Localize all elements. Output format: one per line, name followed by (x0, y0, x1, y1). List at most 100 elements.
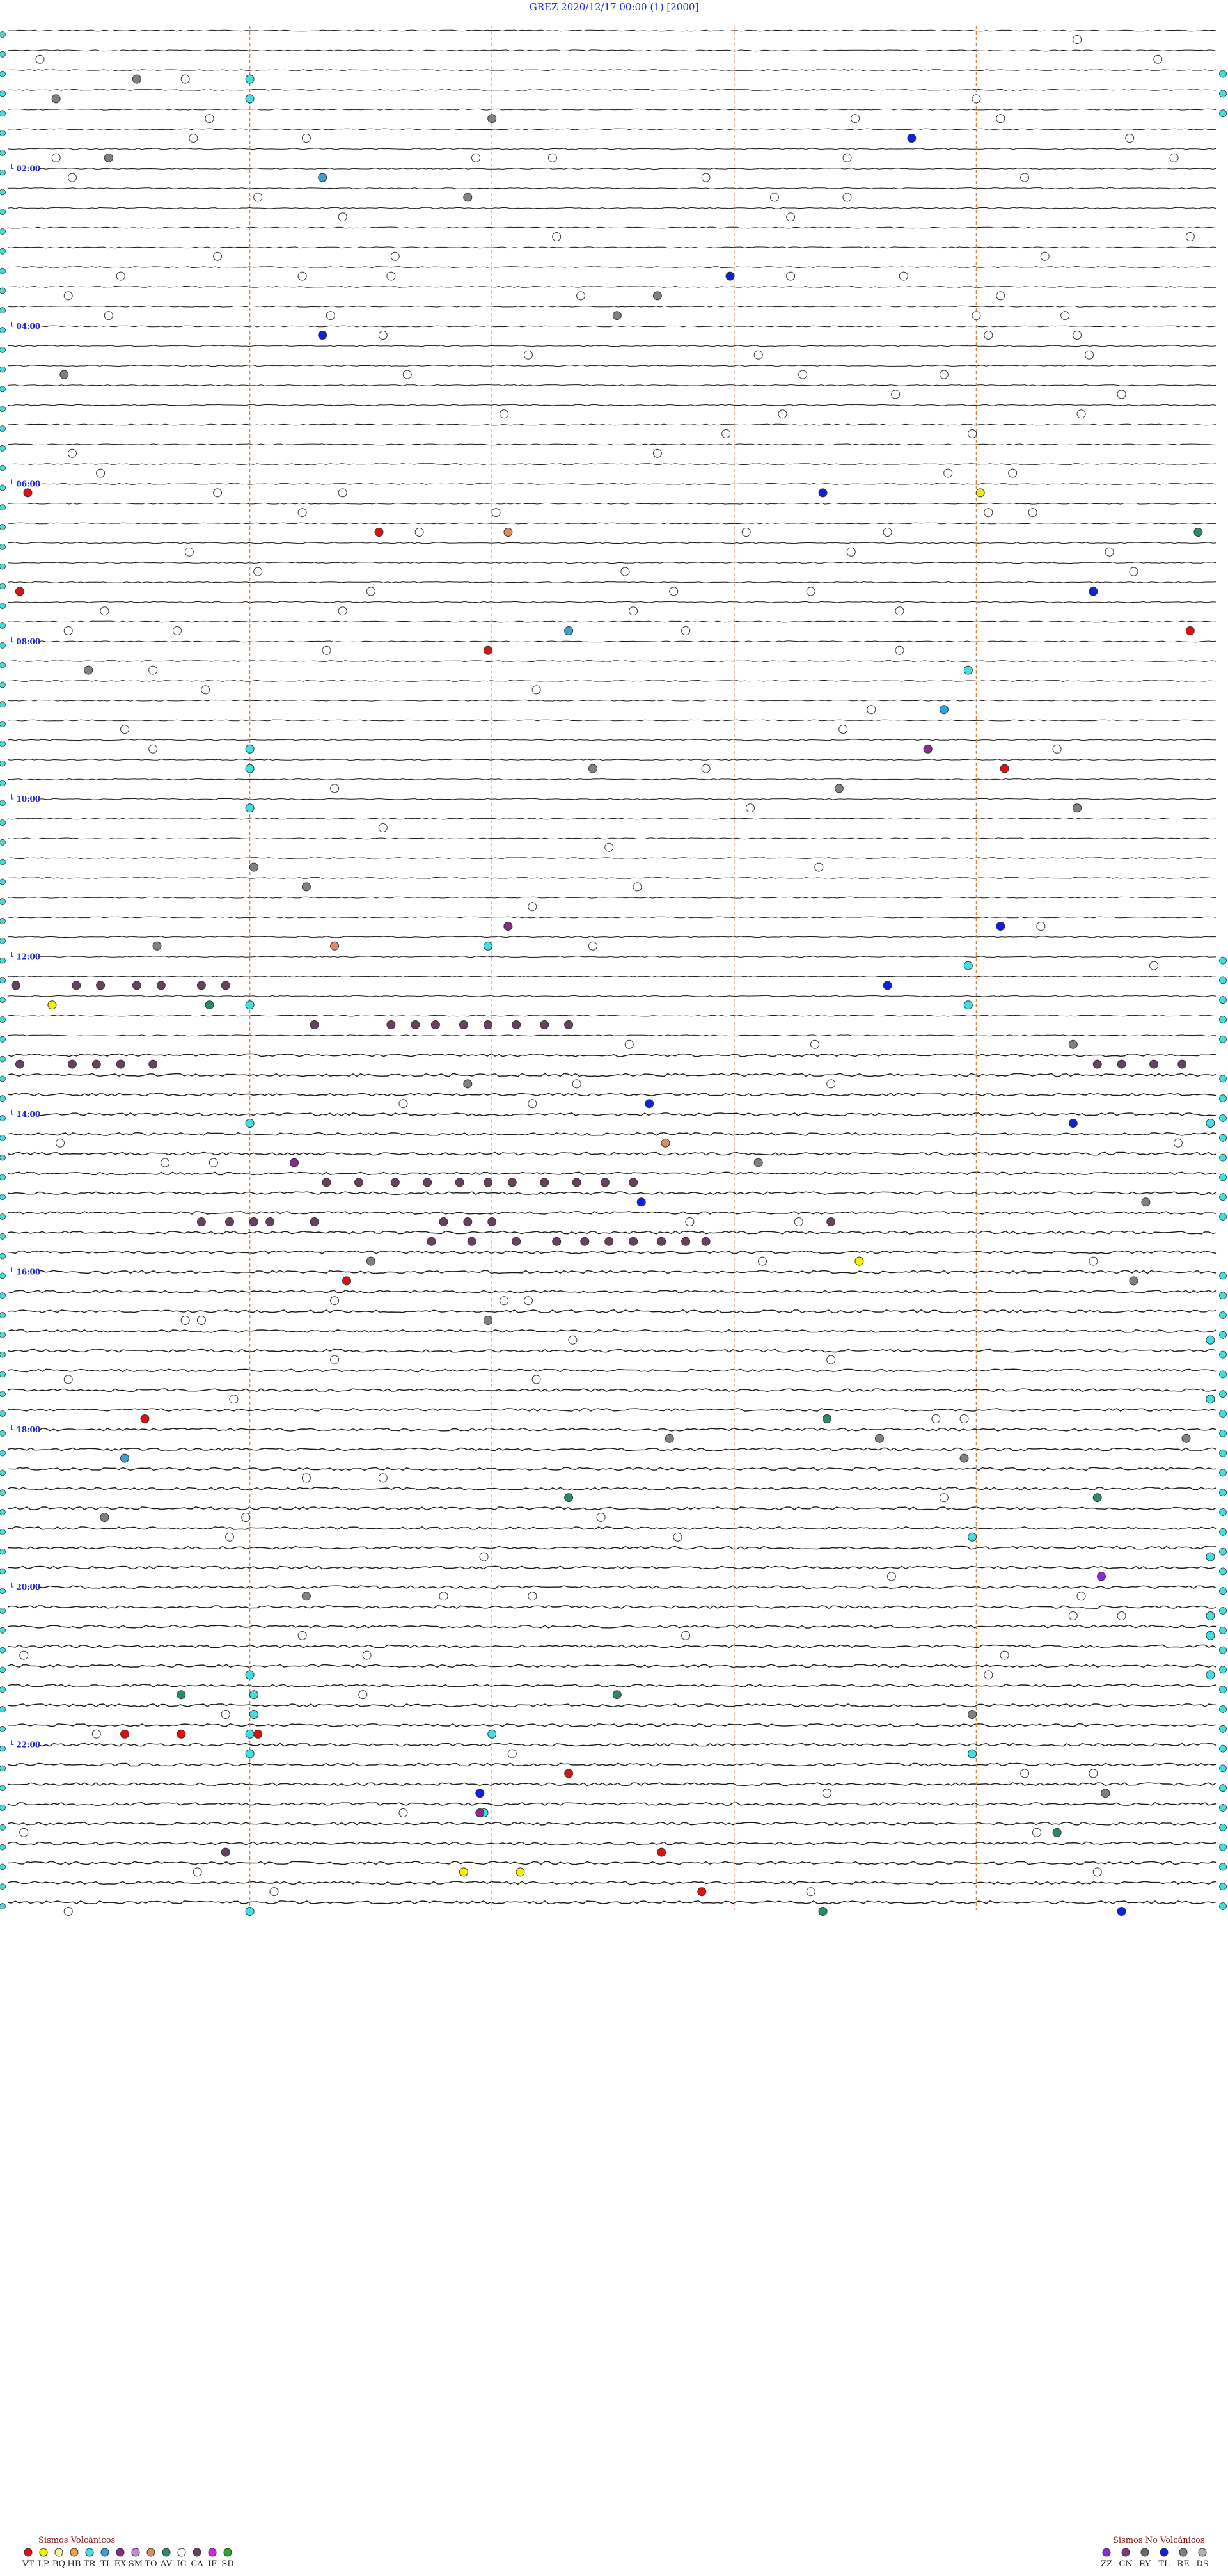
trace-row-63 (7, 1270, 1217, 1274)
event-ic-270 (241, 1513, 251, 1522)
event-ic-56 (1073, 331, 1082, 340)
event-re-131 (834, 784, 844, 793)
event-ca-152 (11, 981, 20, 990)
event-ic-298 (358, 1690, 368, 1700)
right-marker-81 (1219, 1626, 1227, 1634)
trace-row-29 (7, 601, 1217, 603)
event-re-299 (968, 1710, 977, 1719)
event-ic-275 (479, 1552, 489, 1561)
event-re-128 (588, 764, 597, 773)
legend-swatch-ex (116, 2548, 125, 2557)
event-ic-126 (1052, 744, 1062, 754)
event-ca-157 (196, 981, 206, 990)
event-ic-34 (1185, 232, 1195, 241)
event-ti-106 (564, 626, 574, 635)
event-to-195 (661, 1138, 670, 1148)
left-marker-81 (0, 1627, 6, 1634)
event-ic-25 (701, 173, 711, 182)
event-ic-18 (51, 153, 61, 162)
event-ic-174 (624, 1039, 634, 1049)
event-vt-304 (177, 1729, 186, 1739)
left-marker-92 (0, 1844, 6, 1851)
event-ic-88 (414, 528, 424, 537)
event-ic-194 (56, 1138, 65, 1148)
trace-row-69 (7, 1388, 1217, 1393)
event-re-17 (104, 153, 113, 162)
trace-row-12 (7, 266, 1217, 269)
left-marker-64 (0, 1292, 6, 1299)
event-ic-265 (378, 1473, 388, 1483)
trace-row-93 (7, 1861, 1217, 1865)
event-re-6 (51, 94, 61, 104)
left-marker-45 (0, 918, 6, 924)
trace-row-35 (7, 719, 1217, 722)
left-marker-84 (0, 1686, 6, 1693)
trace-row-50 (7, 1015, 1217, 1017)
event-ca-184 (1177, 1059, 1187, 1069)
event-ca-234 (701, 1237, 711, 1246)
event-ic-14 (189, 134, 198, 143)
left-marker-11 (0, 248, 6, 255)
trace-row-2 (7, 69, 1217, 72)
left-marker-83 (0, 1666, 6, 1673)
event-ca-155 (132, 981, 141, 990)
event-lp-325 (459, 1867, 468, 1877)
event-ic-92 (846, 547, 856, 557)
hour-label-6: └ 14:00 (9, 1109, 40, 1119)
event-ic-248 (568, 1335, 578, 1345)
event-ca-229 (580, 1237, 590, 1246)
trace-row-80 (7, 1605, 1217, 1609)
event-ic-64 (891, 390, 901, 399)
event-ic-118 (531, 685, 541, 695)
hour-label-bg-6 (6, 1110, 38, 1119)
left-marker-65 (0, 1312, 6, 1318)
event-ic-245 (180, 1316, 190, 1325)
event-lp-78 (975, 488, 985, 498)
event-ic-20 (547, 153, 557, 162)
left-marker-93 (0, 1863, 6, 1870)
legend-code-hb: HB (68, 2559, 81, 2569)
event-ic-238 (1089, 1256, 1098, 1266)
event-re-114 (84, 665, 93, 675)
trace-row-67 (7, 1348, 1217, 1353)
legend-code-if: IF (208, 2559, 217, 2569)
event-ca-323 (221, 1847, 230, 1857)
event-vt-311 (564, 1769, 574, 1778)
event-lp-326 (516, 1867, 525, 1877)
right-marker-88 (1219, 1764, 1227, 1773)
legend-code-ex: EX (114, 2559, 127, 2569)
left-marker-47 (0, 957, 6, 964)
trace-row-40 (7, 818, 1216, 820)
right-marker-66 (1219, 1331, 1227, 1339)
event-ca-209 (572, 1178, 581, 1187)
event-ic-139 (814, 862, 824, 872)
event-ic-1 (35, 54, 45, 64)
event-tr-254 (1206, 1395, 1215, 1404)
event-ic-24 (68, 173, 77, 182)
event-tr-7 (245, 94, 255, 104)
right-marker-50 (1219, 1016, 1227, 1023)
event-ic-281 (528, 1592, 537, 1601)
event-ic-12 (996, 114, 1005, 123)
event-vt-302 (120, 1729, 129, 1739)
right-marker-90 (1219, 1804, 1227, 1812)
event-tr-305 (487, 1729, 497, 1739)
event-ca-214 (196, 1217, 206, 1226)
event-ic-28 (253, 193, 263, 202)
event-tr-292 (245, 1670, 255, 1680)
event-ic-307 (91, 1729, 101, 1739)
event-ca-165 (386, 1020, 396, 1029)
trace-row-94 (7, 1881, 1217, 1885)
event-ic-54 (378, 331, 388, 340)
left-marker-29 (0, 603, 6, 610)
event-ic-250 (826, 1355, 836, 1364)
left-marker-17 (0, 366, 6, 373)
event-re-260 (875, 1434, 884, 1443)
legend-swatch-zz (1102, 2548, 1111, 2557)
event-ic-109 (173, 626, 182, 635)
event-ic-196 (1173, 1138, 1183, 1148)
event-ic-264 (301, 1473, 311, 1483)
left-marker-24 (0, 504, 6, 511)
event-ca-154 (96, 981, 106, 990)
hour-label-bg-3 (6, 636, 38, 646)
